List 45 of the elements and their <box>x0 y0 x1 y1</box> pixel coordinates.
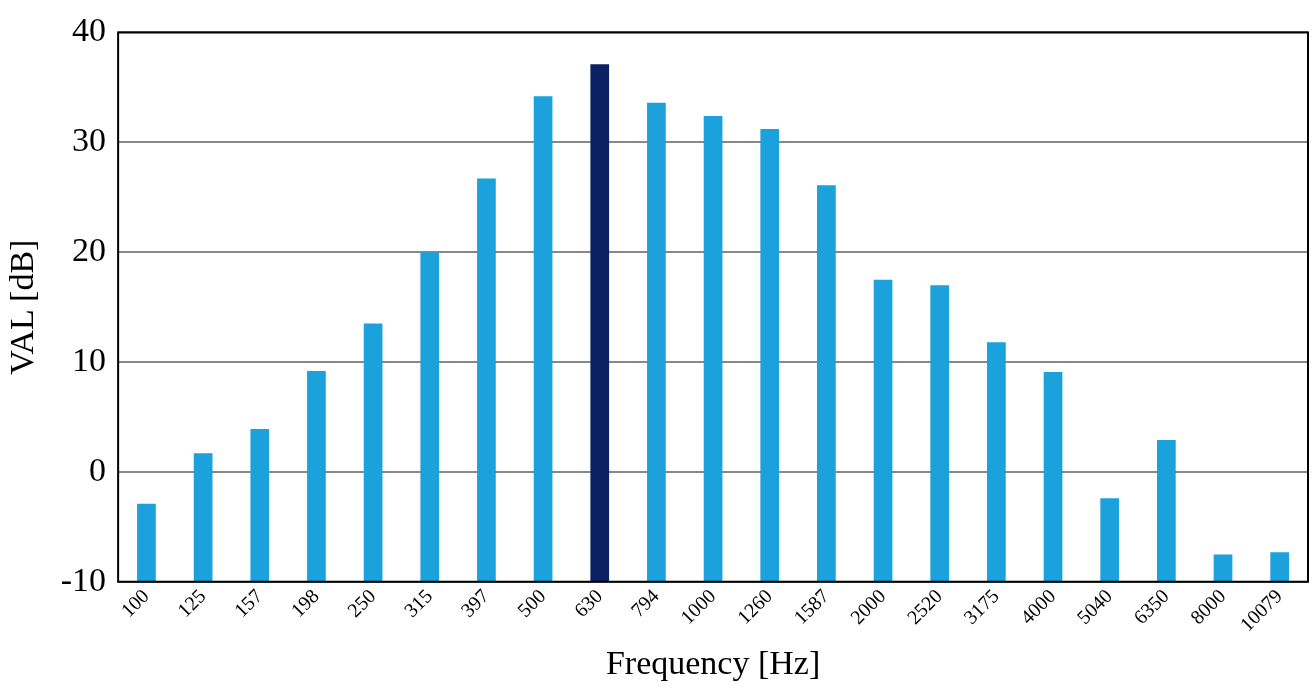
y-axis-title: VAL [dB] <box>3 239 41 375</box>
y-tick-label: 30 <box>72 121 107 159</box>
y-tick-label: -10 <box>60 560 107 598</box>
bar <box>307 370 326 582</box>
y-tick-label: 10 <box>72 341 107 379</box>
bar <box>533 96 553 582</box>
x-tick-label: 794 <box>626 584 663 622</box>
bar <box>1213 554 1233 582</box>
bar <box>703 115 723 582</box>
bar <box>647 102 666 582</box>
x-tick-label: 397 <box>456 584 493 622</box>
bar <box>987 342 1006 582</box>
y-tick-label: 40 <box>72 11 107 49</box>
bar <box>477 178 496 582</box>
bar <box>193 453 213 582</box>
x-tick-label: 6350 <box>1129 584 1173 629</box>
x-tick-label: 125 <box>172 584 210 622</box>
x-tick-label: 315 <box>399 584 437 622</box>
bar <box>420 252 440 582</box>
x-tick-label: 8000 <box>1185 584 1230 629</box>
x-tick-label: 100 <box>116 584 153 622</box>
bar <box>930 285 950 582</box>
bar <box>1157 440 1176 582</box>
x-tick-label: 157 <box>229 584 267 622</box>
x-tick-label: 250 <box>342 584 380 622</box>
bar <box>873 279 893 582</box>
bar <box>137 503 156 582</box>
bar <box>760 129 780 582</box>
x-tick-label: 1260 <box>732 584 777 629</box>
bar <box>363 323 383 582</box>
x-tick-label: 630 <box>569 584 607 622</box>
x-tick-label: 5040 <box>1072 584 1117 629</box>
x-tick-label: 4000 <box>1015 584 1060 629</box>
x-axis-title: Frequency [Hz] <box>605 643 821 681</box>
x-tick-label: 500 <box>512 584 550 622</box>
x-tick-label: 198 <box>286 584 323 622</box>
bar <box>590 64 610 582</box>
x-tick-label: 1000 <box>675 584 720 629</box>
bar <box>250 429 270 582</box>
bar <box>1043 371 1063 582</box>
bar <box>817 185 836 582</box>
y-tick-label: 0 <box>89 450 107 488</box>
y-tick-label: 20 <box>72 231 107 269</box>
bar <box>1100 498 1120 582</box>
bar <box>1270 552 1290 582</box>
